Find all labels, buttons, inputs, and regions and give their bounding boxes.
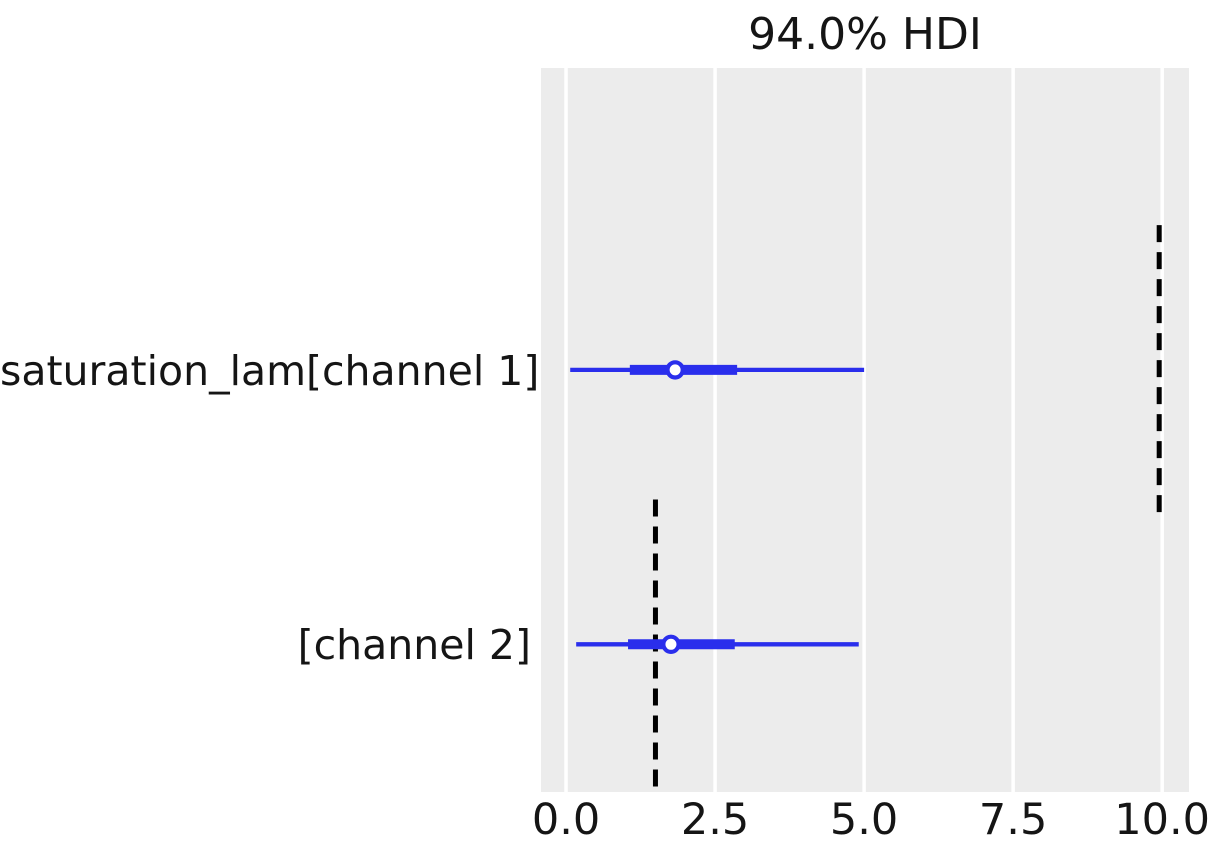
plot-area — [541, 68, 1189, 792]
x-tick-label: 10.0 — [1114, 795, 1211, 845]
x-tick-label: 0.0 — [531, 795, 601, 845]
x-tick-label: 7.5 — [978, 795, 1048, 845]
y-tick-label: [channel 2] — [297, 621, 531, 670]
x-tick-label: 5.0 — [829, 795, 899, 845]
median-marker — [661, 634, 681, 655]
y-tick-label: saturation_lam[channel 1] — [0, 346, 540, 395]
plot-title: 94.0% HDI — [748, 9, 982, 60]
median-marker — [665, 360, 685, 380]
forest-plot-canvas — [564, 68, 1164, 792]
x-tick-label: 2.5 — [680, 795, 750, 845]
